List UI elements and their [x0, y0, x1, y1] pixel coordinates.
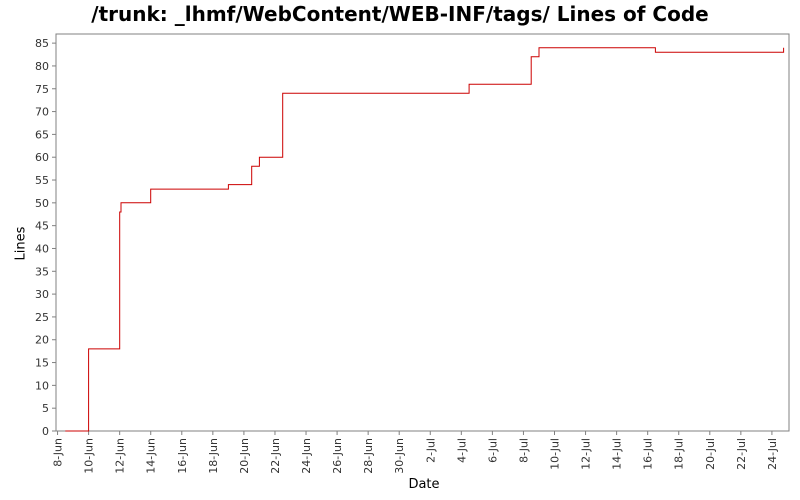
x-tick-label: 18-Jul: [673, 438, 686, 470]
y-tick-label: 40: [35, 242, 49, 255]
y-tick-label: 65: [35, 128, 49, 141]
x-tick-label: 8-Jul: [517, 438, 530, 463]
x-tick-label: 2-Jul: [424, 438, 437, 463]
x-axis-label: Date: [408, 477, 440, 492]
y-tick-label: 60: [35, 151, 49, 164]
x-tick-label: 12-Jun: [114, 438, 127, 474]
y-tick-label: 10: [35, 379, 49, 392]
x-tick-label: 30-Jun: [393, 438, 406, 474]
chart-title: /trunk: _lhmf/WebContent/WEB-INF/tags/ L…: [91, 2, 709, 26]
y-tick-label: 80: [35, 60, 49, 73]
y-tick-label: 30: [35, 288, 49, 301]
x-tick-label: 16-Jun: [176, 438, 189, 474]
x-tick-label: 8-Jun: [52, 438, 65, 467]
y-tick-label: 0: [42, 425, 49, 438]
x-tick-label: 26-Jun: [331, 438, 344, 474]
y-tick-label: 20: [35, 334, 49, 347]
x-tick-label: 18-Jun: [207, 438, 220, 474]
y-tick-label: 55: [35, 174, 49, 187]
x-tick-label: 12-Jul: [580, 438, 593, 470]
x-tick-label: 20-Jul: [704, 438, 717, 470]
x-tick-label: 6-Jul: [486, 438, 499, 463]
plot-area: [55, 33, 790, 432]
x-tick-label: 10-Jul: [549, 438, 562, 470]
x-tick-label: 14-Jul: [611, 438, 624, 470]
x-tick-label: 10-Jun: [83, 438, 96, 474]
x-tick-label: 16-Jul: [642, 438, 655, 470]
y-tick-label: 5: [42, 402, 49, 415]
x-tick-label: 20-Jun: [238, 438, 251, 474]
x-tick-label: 22-Jul: [735, 438, 748, 470]
y-tick-label: 15: [35, 357, 49, 370]
x-tick-label: 24-Jul: [766, 438, 779, 470]
series-line: [65, 47, 785, 432]
y-tick-label: 35: [35, 265, 49, 278]
x-tick-label: 28-Jun: [362, 438, 375, 474]
y-tick-label: 85: [35, 37, 49, 50]
x-tick-label: 24-Jun: [300, 438, 313, 474]
y-tick-label: 75: [35, 83, 49, 96]
x-tick-label: 22-Jun: [269, 438, 282, 474]
x-tick-label: 4-Jul: [455, 438, 468, 463]
y-tick-label: 50: [35, 197, 49, 210]
y-tick-label: 70: [35, 106, 49, 119]
x-tick-label: 14-Jun: [145, 438, 158, 474]
y-tick-label: 45: [35, 220, 49, 233]
y-tick-label: 25: [35, 311, 49, 324]
